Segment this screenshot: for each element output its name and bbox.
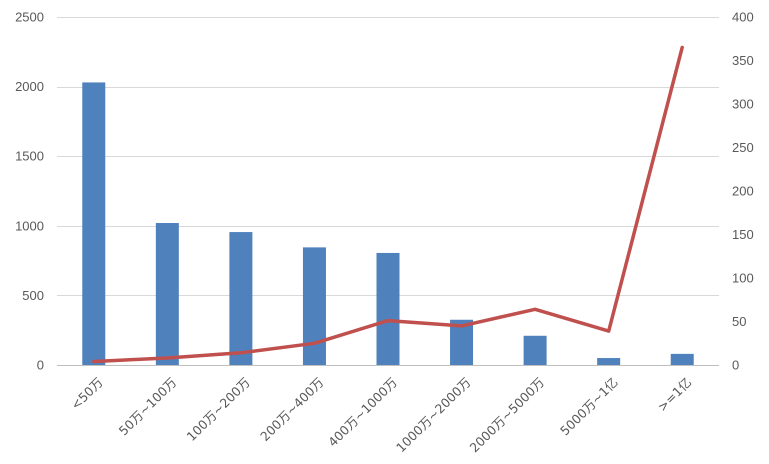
- bar: [523, 335, 547, 365]
- category-label: 5000万~1亿: [557, 375, 621, 439]
- category-label: 400万~1000万: [325, 375, 400, 450]
- category-label: <50万: [68, 375, 106, 413]
- left-tick-label: 500: [22, 288, 44, 303]
- left-tick-label: 2000: [15, 79, 44, 94]
- category-label: 200万~400万: [257, 375, 326, 444]
- category-label: 2000万~5000万: [467, 375, 548, 456]
- left-tick-label: 1500: [15, 149, 44, 164]
- left-tick-label: 0: [37, 358, 44, 373]
- right-tick-label: 250: [732, 140, 754, 155]
- right-tick-label: 0: [732, 358, 739, 373]
- right-tick-label: 150: [732, 227, 754, 242]
- category-label: 50万~100万: [116, 375, 180, 439]
- x-axis: <50万 50万~100万 100万~200万 200万~400万400万~1000万…: [68, 375, 695, 456]
- category-label: 1000万~2000万: [393, 375, 474, 456]
- right-tick-label: 200: [732, 184, 754, 199]
- left-tick-label: 2500: [15, 10, 44, 25]
- bar: [670, 353, 694, 365]
- left-tick-label: 1000: [15, 218, 44, 233]
- bar: [597, 358, 621, 365]
- right-tick-label: 50: [732, 314, 746, 329]
- right-tick-label: 300: [732, 97, 754, 112]
- bar: [82, 82, 106, 365]
- line-path: [92, 45, 684, 364]
- right-tick-label: 100: [732, 271, 754, 286]
- bar: [450, 319, 474, 365]
- bar: [376, 252, 400, 365]
- right-tick-label: 350: [732, 53, 754, 68]
- line-series: [92, 45, 684, 364]
- bar: [229, 232, 253, 365]
- bar-series: [82, 82, 694, 365]
- bar: [302, 247, 326, 365]
- category-label: 100万~200万: [184, 375, 253, 444]
- category-label: >=1亿: [654, 375, 694, 415]
- left-y-axis: 0 500 1000 1500 2000 2500: [15, 10, 44, 373]
- right-y-axis: 0 50 100 150 200 250 300 350 400: [732, 10, 754, 373]
- right-tick-label: 400: [732, 10, 754, 25]
- bar: [155, 223, 179, 365]
